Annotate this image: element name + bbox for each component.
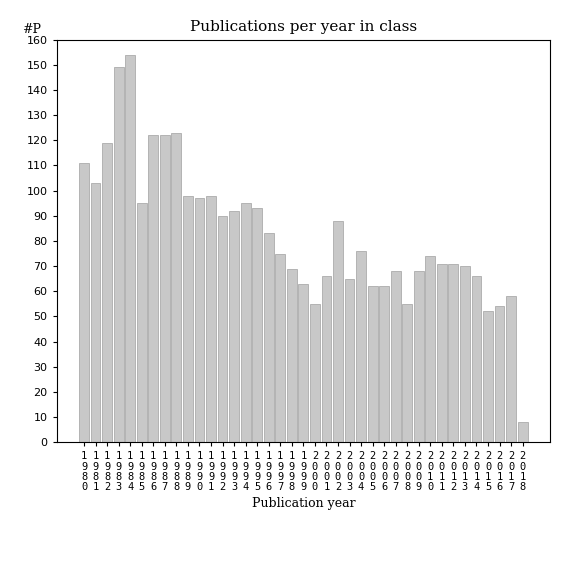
Bar bbox=[79, 163, 89, 442]
Bar bbox=[310, 304, 320, 442]
Bar bbox=[241, 203, 251, 442]
Bar bbox=[448, 264, 458, 442]
Bar bbox=[425, 256, 435, 442]
Bar bbox=[206, 196, 216, 442]
Bar bbox=[472, 276, 481, 442]
Text: #P: #P bbox=[22, 23, 41, 36]
Bar bbox=[437, 264, 447, 442]
Bar bbox=[321, 276, 331, 442]
Bar bbox=[229, 211, 239, 442]
Bar bbox=[149, 136, 158, 442]
Bar bbox=[125, 55, 135, 442]
Bar bbox=[160, 136, 170, 442]
Bar bbox=[518, 422, 527, 442]
Title: Publications per year in class: Publications per year in class bbox=[190, 20, 417, 35]
Bar bbox=[276, 253, 285, 442]
Bar bbox=[298, 284, 308, 442]
Bar bbox=[183, 196, 193, 442]
Bar bbox=[367, 286, 378, 442]
Bar bbox=[194, 198, 204, 442]
Bar bbox=[345, 279, 354, 442]
Bar bbox=[460, 266, 470, 442]
Bar bbox=[287, 269, 297, 442]
Bar bbox=[403, 304, 412, 442]
Bar bbox=[252, 208, 262, 442]
Bar bbox=[356, 251, 366, 442]
Bar bbox=[137, 203, 147, 442]
Bar bbox=[379, 286, 389, 442]
X-axis label: Publication year: Publication year bbox=[252, 497, 355, 510]
Bar bbox=[114, 67, 124, 442]
Bar bbox=[483, 311, 493, 442]
Bar bbox=[414, 271, 424, 442]
Bar bbox=[264, 234, 274, 442]
Bar bbox=[494, 306, 505, 442]
Bar bbox=[506, 297, 516, 442]
Bar bbox=[102, 143, 112, 442]
Bar bbox=[218, 216, 227, 442]
Bar bbox=[171, 133, 181, 442]
Bar bbox=[391, 271, 401, 442]
Bar bbox=[333, 221, 343, 442]
Bar bbox=[91, 183, 100, 442]
